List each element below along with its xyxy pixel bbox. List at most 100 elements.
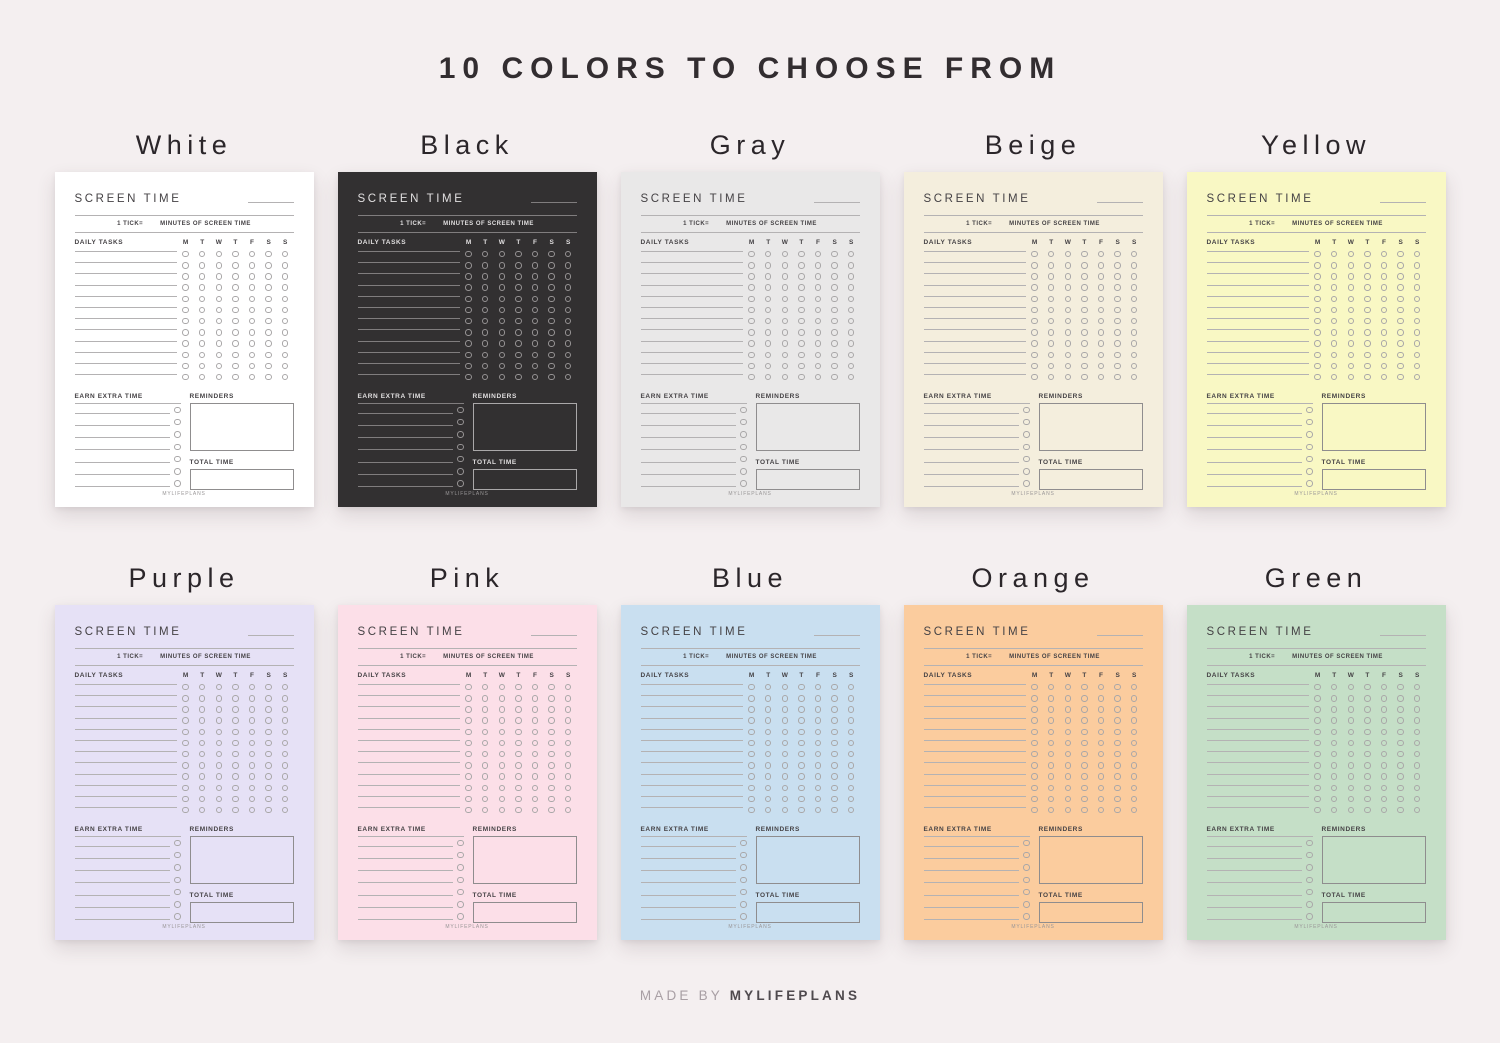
tick-circle [1047, 373, 1055, 381]
earn-extra-time-rows [1206, 837, 1313, 923]
day-tick-circles [1026, 362, 1142, 370]
tick-circle [515, 728, 522, 736]
tick-circle [515, 695, 522, 702]
tick-circle [1114, 373, 1121, 381]
tick-circle [515, 717, 522, 724]
day-tick-circles [743, 806, 859, 814]
task-row [357, 249, 577, 260]
tick-circle [481, 329, 489, 336]
day-tick-circles [460, 340, 576, 347]
day-header: W [498, 671, 505, 679]
tick-circle [232, 762, 239, 769]
tick-circle [174, 406, 181, 414]
tick-circle [781, 750, 789, 758]
tick-circle [1364, 717, 1371, 724]
task-write-line [1206, 262, 1310, 264]
day-header: F [816, 671, 820, 679]
tick-circle [174, 913, 181, 920]
total-time-box [755, 901, 860, 923]
tick-circle [764, 695, 772, 702]
tick-circle [1064, 362, 1072, 370]
tick-circle [481, 706, 489, 713]
total-time-label: TOTAL TIME [1038, 891, 1083, 899]
tick-label: 1 TICK= [400, 220, 427, 227]
extra-time-write-line [1206, 449, 1302, 451]
extra-time-row [640, 478, 747, 490]
extra-time-write-line [74, 919, 170, 921]
tick-circle [265, 750, 272, 758]
tick-circle [1130, 784, 1138, 792]
tick-circle [814, 250, 822, 258]
planner-title-row: SCREEN TIME [358, 624, 577, 638]
task-write-line [357, 273, 461, 275]
day-header: S [849, 238, 854, 246]
extra-time-write-line [357, 882, 453, 884]
tick-circle [1081, 262, 1088, 269]
task-write-line [640, 329, 744, 331]
planner-title: SCREEN TIME [357, 193, 465, 205]
tick-circle [515, 273, 522, 280]
extra-time-write-line [357, 437, 453, 439]
tick-circle [498, 683, 506, 691]
tick-circle [1023, 418, 1030, 426]
tick-circle [814, 284, 822, 291]
day-header: W [781, 671, 788, 679]
color-label: Pink [429, 563, 505, 593]
tick-circle [465, 373, 472, 381]
tick-circle [465, 262, 472, 269]
extra-time-write-line [74, 424, 170, 426]
task-row [923, 349, 1143, 360]
tick-circle [174, 431, 181, 438]
task-write-line [923, 717, 1027, 719]
tick-circle [1114, 306, 1121, 314]
tick-circle [1306, 876, 1313, 884]
tick-circle [1097, 806, 1105, 814]
task-row [640, 805, 860, 816]
tick-circle [174, 443, 181, 451]
task-write-line [357, 784, 461, 786]
tick-circle [498, 295, 506, 303]
tick-circle [814, 750, 822, 758]
extra-time-row [1206, 874, 1313, 886]
extra-time-write-line [74, 857, 170, 859]
tick-circle [198, 762, 206, 769]
tick-circle [548, 362, 555, 370]
task-write-line [640, 273, 744, 275]
task-write-line [640, 318, 744, 320]
day-tick-circles [1309, 295, 1425, 303]
extra-time-row [357, 428, 464, 440]
tick-circle [1314, 284, 1321, 291]
task-write-line [74, 262, 178, 264]
tick-circle [1081, 329, 1088, 336]
task-write-line [74, 351, 178, 353]
extra-time-write-line [1206, 474, 1302, 476]
day-tick-circles [1309, 762, 1425, 769]
tick-circle [781, 728, 789, 736]
task-row [640, 682, 860, 693]
day-tick-circles [460, 717, 576, 724]
tick-circle [1397, 273, 1404, 280]
reminders-box [189, 835, 294, 884]
tick-circle [748, 262, 755, 269]
tick-circle [498, 728, 506, 736]
tick-circle [814, 683, 822, 691]
title-fill-line [530, 635, 577, 636]
day-tick-circles [177, 273, 293, 280]
extra-time-row [74, 911, 181, 923]
color-variant-pink: Pink SCREEN TIME 1 TICK= MINUTES OF SCRE… [337, 563, 597, 940]
tick-circle [1314, 750, 1321, 758]
extra-time-write-line [923, 437, 1019, 439]
task-row [357, 749, 577, 760]
tick-circle [1064, 695, 1072, 702]
reminders-total-section: REMINDERS TOTAL TIME [1038, 393, 1143, 490]
tick-circle [515, 784, 522, 792]
tick-circle [1314, 295, 1321, 303]
day-header: T [1332, 238, 1337, 246]
tick-circle [1081, 373, 1088, 381]
tick-circle [748, 706, 755, 713]
tick-circle [548, 784, 555, 792]
tick-circle [1413, 795, 1421, 803]
day-tick-circles [1309, 373, 1425, 381]
tick-circle [248, 717, 256, 724]
color-variant-green: Green SCREEN TIME 1 TICK= MINUTES OF SCR… [1186, 563, 1446, 940]
